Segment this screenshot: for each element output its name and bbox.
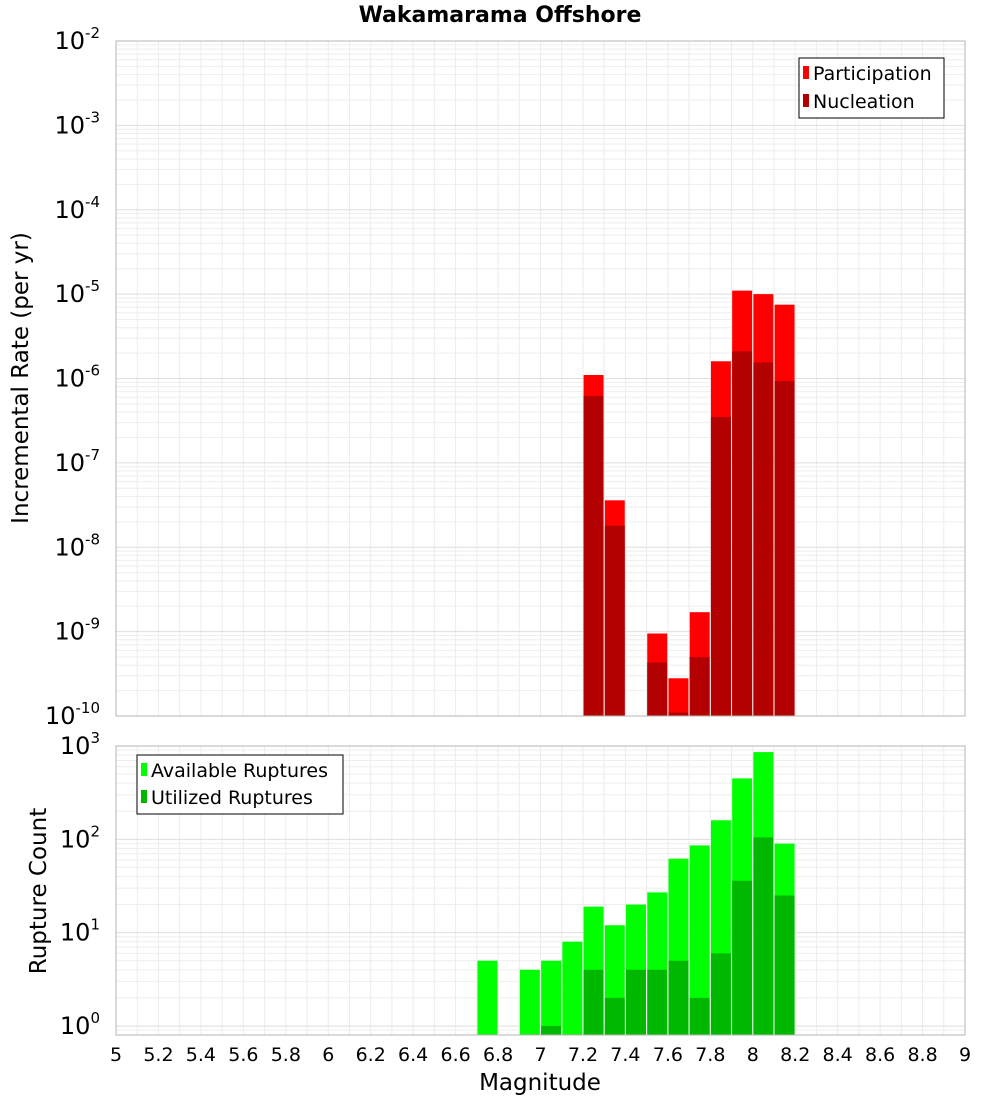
bar-utilized-ruptures xyxy=(689,997,710,1035)
x-tick-label: 5.4 xyxy=(186,1044,216,1066)
rate-plot-frame xyxy=(115,40,966,717)
bar-available-ruptures xyxy=(689,845,710,1035)
x-axis-label: Magnitude xyxy=(479,1070,601,1096)
count-bars xyxy=(477,752,795,1035)
count-y-axis-label: Rupture Count xyxy=(26,808,52,974)
rate-bars xyxy=(583,290,795,716)
x-tick-label: 7 xyxy=(534,1044,546,1066)
y-tick-label: 10-2 xyxy=(54,24,100,55)
legend-swatch-nucleation xyxy=(803,94,809,107)
x-tick-label: 5.6 xyxy=(228,1044,258,1066)
bar-utilized-ruptures xyxy=(732,880,753,1035)
x-tick-label: 9 xyxy=(959,1044,971,1066)
x-tick-label: 8 xyxy=(747,1044,759,1066)
legend-swatch-available-ruptures xyxy=(141,763,147,776)
bar-nucleation xyxy=(710,416,731,716)
bar-utilized-ruptures xyxy=(710,953,731,1035)
y-tick-label: 10-9 xyxy=(54,615,100,646)
x-tick-label: 7.6 xyxy=(653,1044,683,1066)
rate-y-axis-label: Incremental Rate (per yr) xyxy=(8,232,34,524)
y-tick-label: 102 xyxy=(60,822,100,853)
rate-legend: Participation Nucleation xyxy=(798,57,945,119)
bar-utilized-ruptures xyxy=(583,969,604,1035)
bar-participation xyxy=(668,678,689,716)
bar-available-ruptures xyxy=(562,941,583,1035)
count-plot-frame xyxy=(115,745,966,1036)
x-tick-label: 6 xyxy=(322,1044,334,1066)
bar-utilized-ruptures xyxy=(774,895,795,1035)
x-tick-label: 8.6 xyxy=(865,1044,895,1066)
legend-label-nucleation: Nucleation xyxy=(813,91,915,113)
count-legend-box xyxy=(136,754,344,815)
x-tick-label: 6.2 xyxy=(356,1044,386,1066)
y-tick-label: 10-6 xyxy=(54,362,100,393)
legend-label-available-ruptures: Available Ruptures xyxy=(151,760,328,782)
count-y-ticks: 100 101 102 103 xyxy=(60,729,100,1040)
chart-title: Wakamarama Offshore xyxy=(359,3,642,28)
bar-utilized-ruptures xyxy=(604,997,625,1035)
bar-available-ruptures xyxy=(477,960,498,1035)
bar-utilized-ruptures xyxy=(668,960,689,1035)
y-tick-label: 10-4 xyxy=(54,193,100,224)
x-tick-label: 7.8 xyxy=(695,1044,725,1066)
y-tick-label: 100 xyxy=(60,1009,100,1040)
rate-legend-box xyxy=(798,57,945,119)
bar-nucleation xyxy=(604,525,625,716)
x-tick-label: 7.2 xyxy=(568,1044,598,1066)
legend-swatch-utilized-ruptures xyxy=(141,790,147,803)
legend-swatch-participation xyxy=(803,66,809,79)
bar-utilized-ruptures xyxy=(541,1025,562,1035)
y-tick-label: 10-8 xyxy=(54,530,100,561)
x-tick-label: 5.2 xyxy=(143,1044,173,1066)
bar-available-ruptures xyxy=(541,960,562,1035)
rate-grid xyxy=(116,41,965,716)
bar-nucleation xyxy=(583,396,604,716)
x-tick-label: 6.4 xyxy=(398,1044,428,1066)
bar-nucleation xyxy=(774,381,795,716)
y-tick-label: 101 xyxy=(60,916,100,947)
x-tick-label: 5.8 xyxy=(271,1044,301,1066)
legend-label-utilized-ruptures: Utilized Ruptures xyxy=(151,787,313,809)
bar-utilized-ruptures xyxy=(626,969,646,1035)
y-tick-label: 10-10 xyxy=(45,699,100,730)
bar-utilized-ruptures xyxy=(753,837,774,1035)
bar-nucleation xyxy=(689,657,710,716)
x-tick-label: 8.2 xyxy=(780,1044,810,1066)
y-tick-label: 10-3 xyxy=(54,108,100,139)
bar-nucleation xyxy=(753,362,774,716)
bar-nucleation xyxy=(647,662,668,716)
x-tick-label: 7.4 xyxy=(610,1044,640,1066)
x-tick-label: 6.6 xyxy=(440,1044,470,1066)
rate-y-ticks: 10-10 10-9 10-8 10-7 10-6 10-5 10-4 10-3 10-2 xyxy=(45,24,100,730)
bar-nucleation xyxy=(732,351,753,716)
bar-utilized-ruptures xyxy=(647,969,668,1035)
bar-nucleation xyxy=(668,712,689,716)
x-tick-label: 8.8 xyxy=(907,1044,937,1066)
y-tick-label: 10-5 xyxy=(54,277,100,308)
legend-label-participation: Participation xyxy=(813,63,932,85)
y-tick-label: 10-7 xyxy=(54,446,100,477)
x-tick-label: 6.8 xyxy=(483,1044,513,1066)
magnitude-x-ticks: 5 5.2 5.4 5.6 5.8 6 6.2 6.4 6.6 6.8 7 7.2 7.4 7.6 7.8 8… xyxy=(110,1044,971,1066)
x-tick-label: 8.4 xyxy=(823,1044,853,1066)
y-tick-label: 103 xyxy=(60,729,100,760)
bar-available-ruptures xyxy=(519,969,540,1035)
x-tick-label: 5 xyxy=(110,1044,122,1066)
count-legend: Available Ruptures Utilized Ruptures xyxy=(136,754,344,815)
